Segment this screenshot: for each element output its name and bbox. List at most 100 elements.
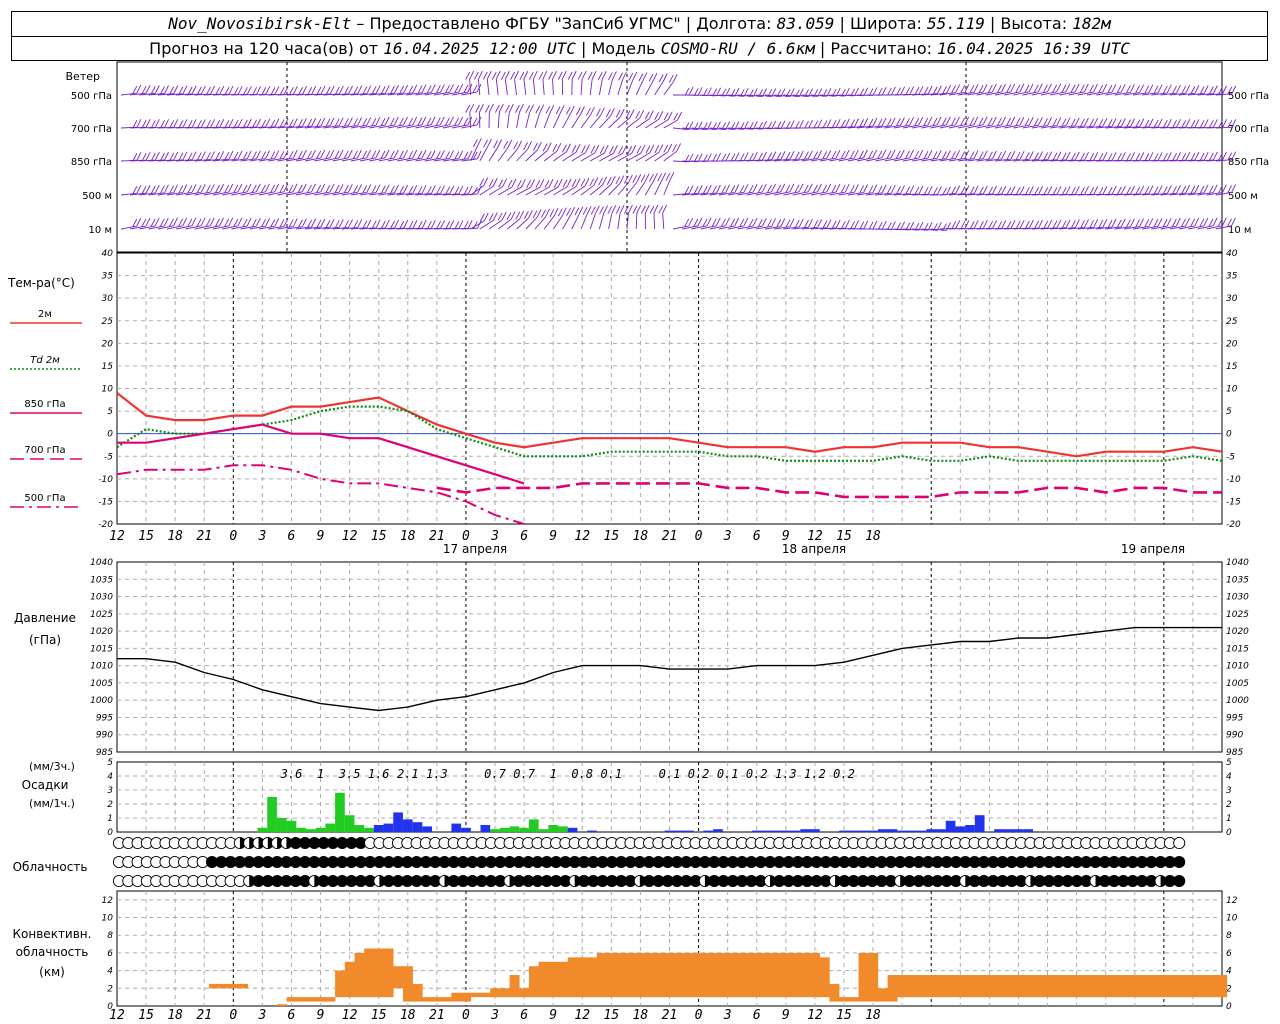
calc-time: 16.04.2025 16:39 UTC [937,39,1130,58]
wind-barb-feather [394,184,399,194]
wind-barb [176,159,193,162]
precip-ytick-left: 2 [107,800,113,810]
wind-barb-feather [1139,118,1145,127]
wind-barb-feather [817,88,823,97]
wind-barb-feather [642,72,648,81]
wind-barb-feather [504,104,510,113]
wind-barb [958,91,975,96]
wind-barb-feather [1120,185,1126,195]
wind-barb-feather [1052,118,1058,127]
wind-barb [838,94,855,97]
wind-barb-feather [1006,221,1012,229]
cloud-fill [876,875,888,887]
wind-barb-feather [817,219,823,228]
wind-barb [589,115,601,129]
wind-barb-feather [1084,186,1089,195]
wind-barb-feather [896,186,901,195]
wind-barb [369,192,386,196]
wind-barb [157,225,174,230]
wind-barb-feather [233,151,239,160]
wind-barb-feather [178,86,184,95]
wind-barb [323,191,340,196]
wind-barb [893,228,910,231]
convective-bar [936,975,947,998]
wind-barb-feather [552,144,558,152]
wind-barb-feather [923,186,929,195]
cloud-fill [941,875,953,887]
wind-barb-feather [542,70,548,80]
conv-title-1: Конвективн. [13,927,92,941]
wind-barb [406,192,423,196]
wind-barb-feather [136,84,142,94]
wind-barb-feather [1135,186,1141,195]
wind-barb-feather [872,117,878,127]
wind-barb-feather [191,119,197,128]
wind-barb-feather [141,218,147,227]
wind-barb-feather [734,121,740,130]
cloud-fill [717,875,730,887]
wind-barb-feather [523,142,528,151]
wind-barb-feather [412,219,418,229]
cloud-fill [290,837,302,849]
wind-barb [323,93,340,96]
wind-barb-feather [196,152,202,161]
wind-barb-feather [831,184,837,193]
wind-barb-feather [529,104,535,113]
wind-barb-feather [615,176,621,185]
wind-barb-feather [1162,85,1168,94]
wind-barb [976,124,993,129]
cloud-fill [355,856,367,868]
temp-ytick-right: 25 [1226,317,1238,327]
cloud-fill [476,856,488,868]
wind-barb-feather [1181,86,1187,94]
wind-barb [258,126,275,129]
wind-barb-feather [1130,118,1135,127]
convective-bar [858,952,869,1002]
wind-barb [1004,91,1020,96]
wind-barb-feather [771,151,777,160]
cloud-fill [1127,875,1139,887]
wind-barb-feather [479,213,485,222]
wind-barb-feather [1111,118,1117,127]
cloud-fill [485,875,497,887]
precip-ytick-right: 1 [1226,814,1232,824]
cloud-fill [1071,875,1083,887]
wind-barb-feather [292,150,298,159]
wind-barb-feather [169,218,174,227]
precip-bar [684,830,694,832]
wind-barb-feather [1111,152,1117,161]
cloud-fill [810,856,823,868]
wind-barb [495,79,499,96]
wind-barb [930,124,947,129]
wind-barb [1169,225,1186,230]
wind-barb-feather [854,118,859,127]
wind-barb-feather [454,151,460,160]
convective-bar [1110,975,1121,998]
wind-barb-feather [1010,220,1016,229]
wind-barb-feather [1070,84,1076,93]
wind-barb-feather [210,119,215,128]
wind-barb [571,152,586,162]
cloud-fill [587,856,599,868]
wind-barb-feather [1221,217,1227,227]
cloud-fill [578,875,590,887]
wind-barb-feather [430,84,436,93]
wind-barb [222,158,239,162]
wind-barb [166,159,183,162]
temp-ytick-right: 0 [1226,430,1232,440]
wind-barb-feather [1212,184,1218,193]
wind-barb [1114,91,1131,96]
wind-barb-feather [1034,220,1039,229]
wind-barb-feather [549,104,555,114]
wind-barb-feather [242,119,248,128]
wind-barb [562,186,577,196]
wind-barb-feather [712,122,717,131]
wind-barb [258,191,275,196]
wind-barb-feather [597,72,603,80]
cloud-fill [504,856,516,868]
convective-bar [887,975,898,1002]
wind-barb [1050,159,1067,162]
wind-barb [525,217,538,230]
wind-barb-feather [918,149,924,159]
wind-barb-feather [1203,184,1209,194]
